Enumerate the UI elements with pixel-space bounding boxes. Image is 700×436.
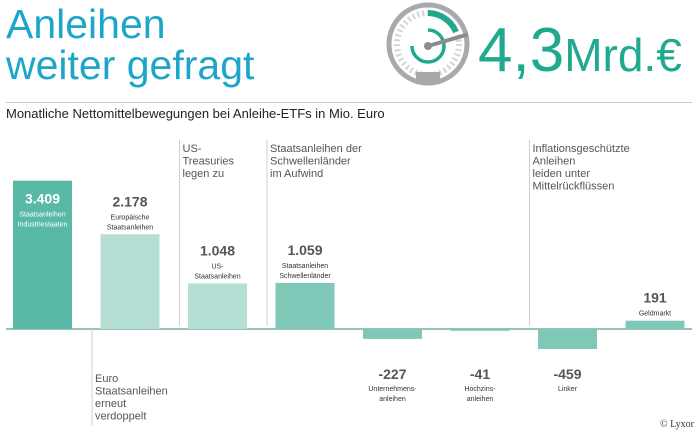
title-line-1: Anleihen	[6, 1, 166, 47]
bar	[275, 282, 335, 329]
headline-number: 4,3	[478, 16, 565, 85]
category-label: Schwellenländer	[279, 273, 331, 280]
category-label: US-	[211, 263, 224, 270]
category-label: Geldmarkt	[639, 311, 671, 318]
source-credit: © Lyxor	[660, 419, 694, 430]
value-label: 1.059	[287, 242, 322, 258]
bar	[188, 283, 247, 329]
bar	[538, 329, 597, 349]
value-label: 191	[643, 290, 667, 306]
category-label: Unternehmens-	[368, 386, 417, 393]
category-label: Europäische	[111, 214, 150, 221]
annotation-text: Inflationsgeschützte	[533, 143, 630, 155]
bar	[100, 234, 160, 329]
title-line-2: weiter gefragt	[6, 42, 255, 88]
annotation-text: erneut	[95, 398, 126, 410]
annotation-text: Staatsanleihen der	[270, 143, 362, 155]
category-label: Staatsanleihen	[19, 212, 65, 219]
category-label: anleihen	[379, 396, 406, 403]
annotation-text: im Aufwind	[270, 168, 323, 180]
gauge-icon	[386, 2, 470, 86]
value-label: -459	[553, 366, 581, 382]
value-label: -41	[470, 366, 490, 382]
category-label: Hochzins-	[464, 386, 496, 393]
value-label: 2.178	[112, 193, 147, 209]
value-label: 1.048	[200, 242, 235, 258]
bar	[625, 320, 685, 329]
annotation-text: US-	[183, 143, 202, 155]
annotation-text: Anleihen	[533, 156, 576, 168]
category-label: Industriestaaten	[18, 222, 68, 229]
category-label: Staatsanleihen	[282, 263, 328, 270]
annotation-text: leiden unter	[533, 168, 591, 180]
category-label: Linker	[558, 386, 578, 393]
annotation-text: Schwellenländer	[270, 156, 351, 168]
value-label: -227	[378, 366, 406, 382]
bar	[450, 329, 510, 331]
annotation-text: Euro	[95, 373, 118, 385]
category-label: anleihen	[467, 396, 494, 403]
annotation-text: Staatsanleihen	[95, 386, 168, 398]
page-title: Anleihen weiter gefragt	[6, 4, 254, 86]
bar	[363, 329, 422, 339]
chart-subtitle: Monatliche Nettomittelbewegungen bei Anl…	[6, 106, 385, 121]
headline-unit: Mrd.€	[564, 29, 682, 81]
annotation-text: legen zu	[183, 168, 225, 180]
bar	[13, 180, 72, 329]
category-label: Staatsanleihen	[107, 224, 153, 231]
header-divider	[6, 102, 692, 103]
category-label: Staatsanleihen	[194, 273, 240, 280]
annotation-text: Mittelrückflüssen	[533, 181, 615, 193]
headline-figure: 4,3Mrd.€	[478, 16, 682, 86]
value-label: 3.409	[25, 191, 60, 207]
annotation-text: Treasuries	[183, 156, 235, 168]
annotation-text: verdoppelt	[95, 411, 146, 423]
